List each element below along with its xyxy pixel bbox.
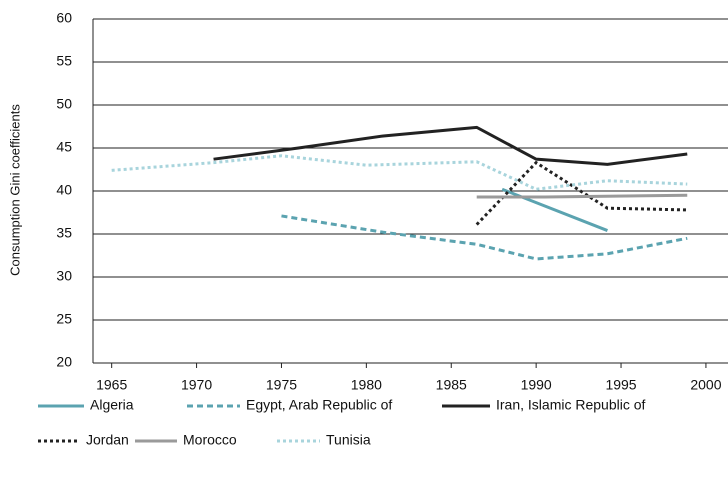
y-axis-label: Consumption Gini coefficients: [7, 104, 22, 276]
legend-label: Morocco: [183, 432, 237, 448]
x-tick-label: 1990: [521, 377, 552, 393]
x-tick-label: 1965: [96, 377, 127, 393]
y-tick-label: 25: [56, 311, 72, 327]
x-tick-label: 1985: [436, 377, 467, 393]
series-line: [476, 193, 688, 199]
series-line: [213, 125, 688, 166]
y-tick-label: 30: [56, 268, 72, 284]
x-tick-label: 1995: [605, 377, 636, 393]
y-tick-label: 50: [56, 96, 72, 112]
x-tick-label: 2000: [690, 377, 721, 393]
y-tick-label: 60: [56, 10, 72, 26]
y-tick-label: 35: [56, 225, 72, 241]
legend-label: Algeria: [90, 397, 134, 413]
series-line: [281, 214, 688, 261]
y-tick-label: 45: [56, 139, 72, 155]
x-tick-label: 1970: [181, 377, 212, 393]
x-tick-label: 1980: [351, 377, 382, 393]
x-tick-label: 1975: [266, 377, 297, 393]
series-line: [475, 160, 688, 226]
legend-label: Tunisia: [326, 432, 371, 448]
y-tick-label: 55: [56, 53, 72, 69]
y-tick-label: 40: [56, 182, 72, 198]
series-line: [111, 154, 688, 191]
legend-label: Iran, Islamic Republic of: [496, 397, 646, 413]
legend-label: Jordan: [86, 432, 129, 448]
legend-label: Egypt, Arab Republic of: [246, 397, 392, 413]
y-tick-label: 20: [56, 354, 72, 370]
